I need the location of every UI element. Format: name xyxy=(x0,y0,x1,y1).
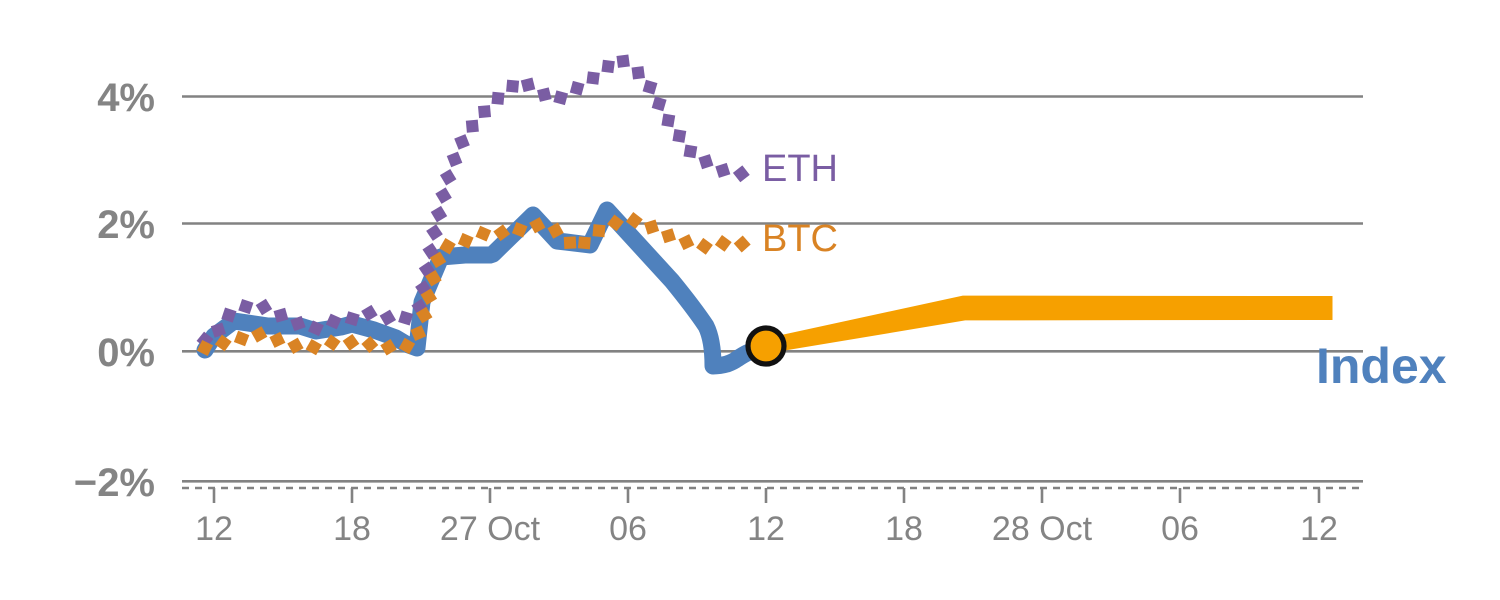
svg-text:12: 12 xyxy=(747,510,785,548)
svg-text:06: 06 xyxy=(1161,510,1199,548)
svg-text:18: 18 xyxy=(885,510,923,548)
svg-text:27 Oct: 27 Oct xyxy=(440,510,541,548)
svg-text:4%: 4% xyxy=(97,76,155,120)
svg-text:Index: Index xyxy=(1316,338,1447,394)
svg-text:28 Oct: 28 Oct xyxy=(992,510,1093,548)
svg-text:12: 12 xyxy=(1300,510,1338,548)
svg-text:0%: 0% xyxy=(97,331,155,375)
svg-text:−2%: −2% xyxy=(74,461,155,505)
svg-text:BTC: BTC xyxy=(762,218,838,260)
svg-text:06: 06 xyxy=(609,510,647,548)
svg-text:12: 12 xyxy=(195,510,233,548)
svg-text:2%: 2% xyxy=(97,203,155,247)
svg-text:ETH: ETH xyxy=(762,148,838,190)
svg-text:18: 18 xyxy=(333,510,371,548)
